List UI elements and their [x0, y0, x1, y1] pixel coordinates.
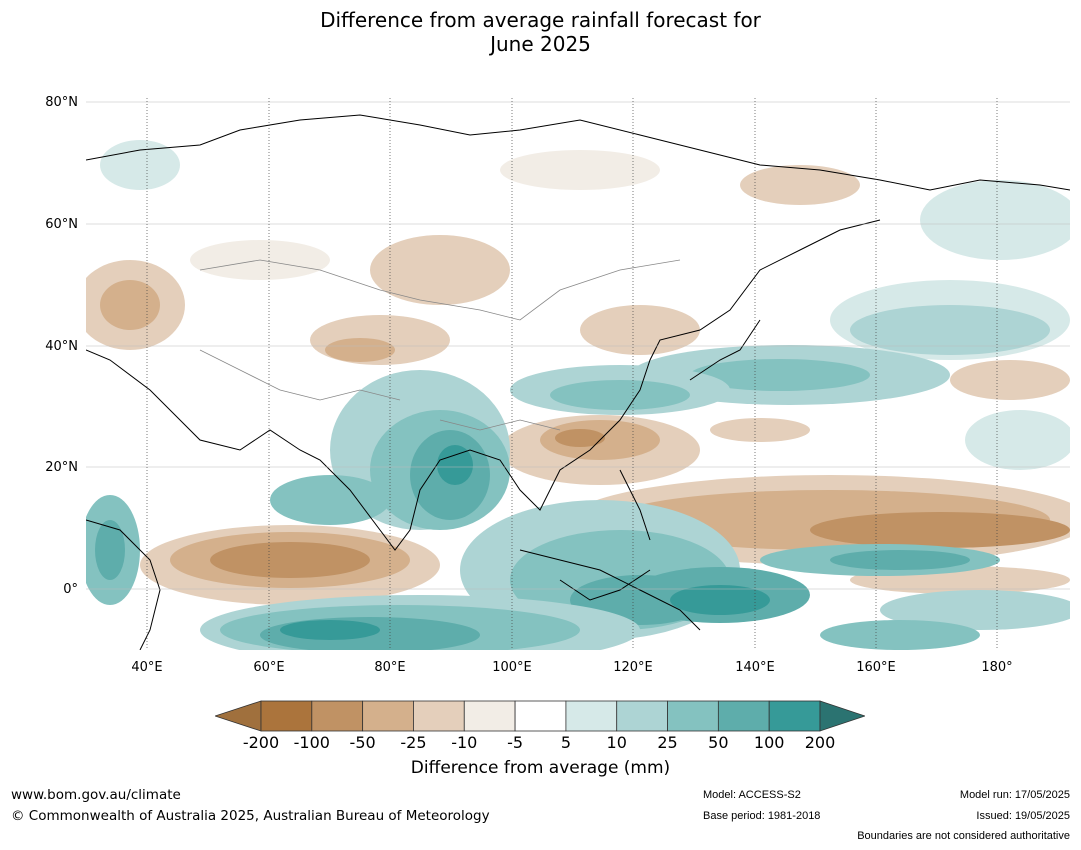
colorbar-cell: [616, 700, 668, 732]
colorbar-tick-label: 25: [657, 733, 678, 752]
colorbar-cell: [362, 700, 414, 732]
colorbar-extend-high: [819, 700, 865, 732]
lat-gridlines: [86, 101, 1070, 590]
lon-label-80e: 80°E: [374, 660, 406, 675]
colorbar-tick-label: 10: [606, 733, 627, 752]
copyright-text: © Commonwealth of Australia 2025, Austra…: [11, 808, 490, 824]
anomaly-field: [86, 98, 1070, 650]
colorbar-cell: [717, 700, 770, 732]
coastlines: [86, 114, 1070, 650]
rainfall-map: 80°N 60°N 40°N 20°N 0°: [0, 90, 1081, 670]
country-borders: [199, 259, 681, 431]
title-line-2: June 2025: [490, 32, 591, 56]
lat-label-0: 0°: [63, 582, 78, 597]
lon-label-160e: 160°E: [856, 660, 896, 675]
colorbar-tick-label: -25: [400, 733, 427, 752]
model-run-text: Model run: 17/05/2025: [959, 789, 1070, 801]
colorbar-tick-label: 200: [804, 733, 836, 752]
lat-label-60n: 60°N: [45, 217, 78, 232]
colorbar-label: Difference from average (mm): [410, 758, 671, 778]
colorbar-tick-label: -50: [349, 733, 376, 752]
website-link[interactable]: www.bom.gov.au/climate: [11, 787, 181, 803]
disclaimer-text: Boundaries are not considered authoritat…: [857, 830, 1070, 842]
lon-label-140e: 140°E: [735, 660, 775, 675]
colorbar-cell: [514, 700, 567, 732]
model-text: Model: ACCESS-S2: [703, 789, 801, 801]
colorbar-cell: [768, 700, 821, 732]
colorbar-tick-label: -10: [451, 733, 478, 752]
map-canvas: [86, 98, 1070, 650]
title-line-1: Difference from average rainfall forecas…: [320, 8, 761, 32]
colorbar-tick-label: 100: [753, 733, 785, 752]
lat-label-20n: 20°N: [45, 460, 78, 475]
lon-label-120e: 120°E: [613, 660, 653, 675]
issued-text: Issued: 19/05/2025: [976, 810, 1070, 822]
map-title: Difference from average rainfall forecas…: [0, 8, 1081, 56]
lat-label-80n: 80°N: [45, 95, 78, 110]
colorbar-tick-label: 50: [708, 733, 729, 752]
colorbar: [215, 700, 865, 732]
colorbar-cell: [311, 700, 364, 732]
lon-gridlines: [146, 98, 998, 650]
colorbar-cell: [260, 700, 313, 732]
colorbar-tick-label: -100: [293, 733, 330, 752]
colorbar-extend-low: [215, 700, 262, 732]
colorbar-tick-label: -5: [507, 733, 524, 752]
colorbar-cell: [463, 700, 516, 732]
lat-label-40n: 40°N: [45, 339, 78, 354]
lon-label-180: 180°: [981, 660, 1013, 675]
colorbar-cells: [260, 700, 821, 732]
colorbar-tick-label: 5: [560, 733, 571, 752]
lon-label-40e: 40°E: [131, 660, 163, 675]
colorbar-tick-label: -200: [242, 733, 280, 752]
lon-label-60e: 60°E: [253, 660, 285, 675]
colorbar-cell: [413, 700, 465, 732]
base-period-text: Base period: 1981-2018: [703, 810, 821, 822]
lon-label-100e: 100°E: [492, 660, 532, 675]
colorbar-cell: [667, 700, 719, 732]
colorbar-cell: [565, 700, 618, 732]
